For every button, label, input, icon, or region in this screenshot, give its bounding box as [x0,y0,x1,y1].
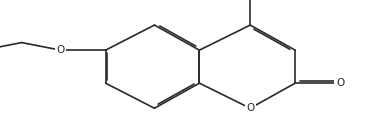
Text: O: O [246,103,255,113]
Text: O: O [336,78,344,88]
Text: O: O [56,45,65,55]
